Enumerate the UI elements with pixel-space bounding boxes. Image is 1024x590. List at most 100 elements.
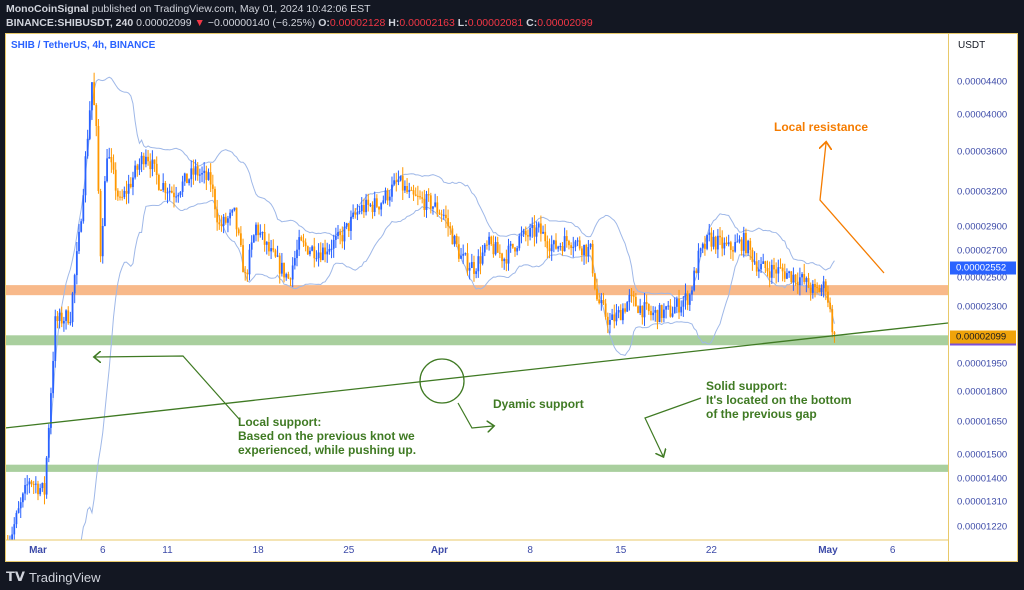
candle-body (367, 199, 370, 205)
currency-label[interactable]: USDT (958, 40, 986, 51)
local-resistance-note[interactable]: Local resistance (774, 120, 869, 134)
candle-body (434, 202, 437, 207)
candle-body (786, 273, 788, 279)
candle-body (13, 524, 16, 535)
candle-body (302, 240, 305, 243)
candle-body (544, 231, 547, 242)
candle-body (760, 263, 762, 270)
candle-body (365, 199, 367, 213)
candle-body (373, 198, 376, 213)
candle-body (492, 244, 495, 255)
time-tick-label: 8 (527, 545, 533, 556)
candle-body (734, 242, 737, 252)
candle-body (693, 270, 696, 291)
candle-body (261, 232, 264, 234)
candle-body (21, 493, 24, 503)
candle-body (205, 170, 208, 180)
candles (7, 72, 836, 553)
candle-body (552, 240, 555, 245)
candle-body (708, 232, 711, 235)
candle-body (691, 290, 693, 295)
candle-body (28, 481, 31, 485)
candle-body (60, 312, 63, 324)
solid-support-note[interactable]: Solid support: It's located on the botto… (706, 379, 852, 421)
candle-body (186, 173, 188, 184)
candle-body (404, 186, 406, 191)
candle-body (347, 223, 350, 231)
candle-body (427, 194, 430, 196)
candle-body (639, 305, 642, 313)
candle-body (481, 252, 484, 264)
low-value: 0.00002081 (467, 17, 524, 29)
candle-body (470, 262, 473, 268)
local-support-arrow[interactable] (95, 356, 241, 421)
candle-body (285, 274, 288, 278)
candle-body (26, 484, 29, 486)
candle-body (619, 310, 622, 321)
candle-body (432, 206, 434, 209)
candle-body (410, 189, 413, 191)
tradingview-logo[interactable]: 𝗧𝗩 TradingView (6, 569, 100, 585)
candle-body (278, 255, 281, 274)
candle-body (509, 243, 512, 246)
dynamic-support-note[interactable]: Dyamic support (493, 397, 584, 411)
candle-body (779, 267, 782, 269)
author-name[interactable]: MonoCoinSignal (6, 3, 89, 15)
highlight-circle[interactable] (419, 358, 465, 404)
candle-body (86, 138, 89, 157)
candle-body (557, 246, 560, 249)
candle-body (298, 237, 301, 250)
candle-body (438, 212, 441, 215)
candle-body (32, 483, 35, 485)
candle-body (198, 174, 201, 176)
candle-body (531, 224, 534, 228)
price-change: −0.00000140 (−6.25%) (207, 17, 316, 29)
local-support-note[interactable]: Local support: Based on the previous kno… (238, 415, 417, 457)
dynamic-support-trendline[interactable] (5, 322, 948, 429)
candle-body (550, 244, 553, 252)
candle-body (30, 481, 33, 484)
candle-body (173, 192, 175, 198)
candle-body (7, 544, 9, 553)
candle-body (183, 173, 186, 182)
candle-body (483, 244, 486, 253)
candle-body (602, 300, 605, 304)
candle-body (604, 303, 607, 317)
candle-body (429, 195, 432, 209)
high-value: 0.00002163 (399, 17, 455, 29)
candle-body (714, 236, 717, 250)
candle-body (166, 192, 169, 194)
candle-body (742, 232, 745, 251)
candle-body (643, 302, 646, 318)
candle-body (270, 248, 272, 252)
solid-support-arrow[interactable] (644, 397, 702, 456)
candle-body (723, 242, 726, 249)
chart-panel[interactable] (5, 33, 1018, 562)
candle-body (822, 281, 825, 289)
candle-body (570, 245, 573, 249)
candle-body (626, 302, 629, 312)
candle-body (218, 222, 221, 225)
candle-body (589, 243, 592, 247)
candle-body (656, 310, 659, 323)
candle-body (624, 308, 626, 312)
candle-body (565, 236, 568, 242)
candle-body (45, 457, 48, 495)
candle-body (827, 291, 829, 303)
candle-body (129, 183, 132, 188)
candle-body (119, 196, 121, 198)
candle-body (222, 216, 225, 226)
candle-body (276, 255, 279, 257)
candle-body (235, 207, 238, 230)
candle-body (227, 218, 229, 223)
support-zone (6, 335, 948, 346)
candle-body (559, 246, 562, 248)
candle-body (548, 248, 551, 252)
local-resistance-arrow[interactable] (820, 143, 885, 274)
candle-body (121, 196, 124, 198)
dynamic-support-arrow[interactable] (457, 402, 493, 428)
candle-body (140, 155, 143, 165)
candle-body (192, 168, 195, 175)
time-tick-label: May (818, 545, 838, 556)
